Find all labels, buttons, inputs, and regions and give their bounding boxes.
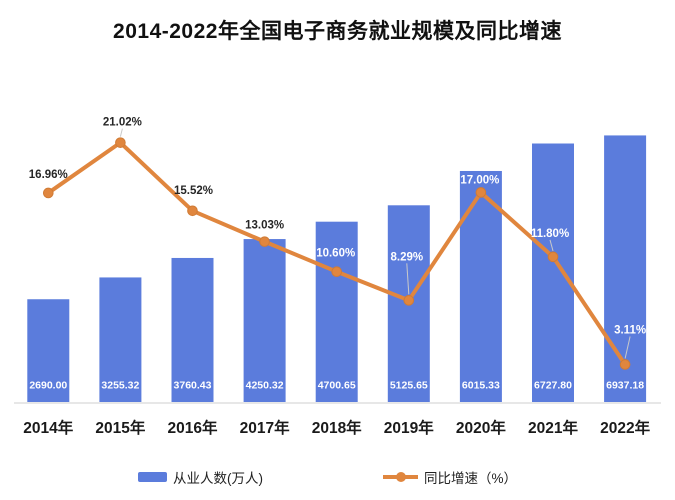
growth-rate-label: 17.00% — [460, 174, 499, 186]
bar-series-swatch — [138, 472, 167, 482]
label-leader-line — [119, 128, 123, 137]
line-point — [187, 205, 198, 217]
bar-value-label: 4250.32 — [246, 380, 284, 392]
line-point — [331, 266, 343, 278]
bar-value-label: 5125.65 — [390, 380, 428, 392]
x-axis-label: 2017年 — [240, 418, 290, 437]
growth-rate-label: 11.80% — [531, 228, 569, 240]
legend-item-growth[interactable]: 同比增速（%） — [383, 464, 517, 490]
bar — [171, 257, 214, 403]
bar-value-label: 4700.65 — [318, 380, 356, 392]
legend: 从业人数(万人) 同比增速（%） — [0, 464, 675, 490]
bar — [27, 299, 70, 403]
bar-value-label: 6015.33 — [462, 380, 500, 392]
bar-value-label: 6727.80 — [534, 380, 572, 392]
bar — [243, 239, 286, 403]
x-axis-label: 2014年 — [23, 418, 73, 437]
x-axis-label: 2018年 — [312, 418, 362, 437]
bar-value-label: 6937.18 — [606, 380, 644, 392]
label-leader-line — [624, 336, 631, 359]
growth-rate-label: 8.29% — [390, 251, 423, 263]
bar — [532, 143, 574, 403]
x-axis-label: 2020年 — [456, 418, 506, 437]
growth-rate-label: 21.02% — [103, 117, 142, 129]
bar — [459, 170, 502, 403]
label-leader-line — [406, 263, 410, 295]
legend-item-employment[interactable]: 从业人数(万人) — [138, 464, 263, 490]
label-leader-line — [549, 239, 554, 251]
bar-value-label: 3760.43 — [174, 380, 212, 392]
bar-value-label: 3255.32 — [101, 380, 139, 392]
line-series-swatch-dot — [395, 472, 406, 482]
growth-rate-label: 13.03% — [245, 220, 284, 232]
line-point — [547, 251, 559, 263]
line-point — [115, 137, 126, 148]
chart-canvas: 2690.00 3255.32 3760.43 4250.32 4700.65 5125.… — [14, 117, 661, 437]
line-point — [475, 187, 487, 198]
growth-rate-label: 16.96% — [29, 169, 68, 181]
bar — [315, 221, 358, 403]
growth-rate-label: 3.11% — [614, 324, 646, 336]
x-axis-label: 2019年 — [384, 418, 434, 437]
legend-growth-label: 同比增速（%） — [424, 471, 518, 486]
line-point — [43, 187, 54, 199]
line-point — [619, 359, 631, 370]
x-axis-label: 2022年 — [600, 418, 650, 437]
bar-value-label: 2690.00 — [29, 380, 67, 392]
x-axis-label: 2015年 — [95, 418, 145, 437]
line-point — [403, 295, 415, 306]
line-point — [259, 236, 270, 247]
x-axis-label: 2016年 — [168, 418, 218, 437]
x-axis-label: 2021年 — [528, 418, 578, 437]
chart-title: 2014-2022年全国电子商务就业规模及同比增速 — [113, 20, 562, 43]
growth-rate-label: 15.52% — [174, 185, 213, 197]
bar — [99, 277, 142, 403]
growth-rate-label: 10.60% — [316, 248, 355, 260]
line-series-swatch — [383, 472, 418, 482]
legend-employment-label: 从业人数(万人) — [173, 471, 263, 486]
